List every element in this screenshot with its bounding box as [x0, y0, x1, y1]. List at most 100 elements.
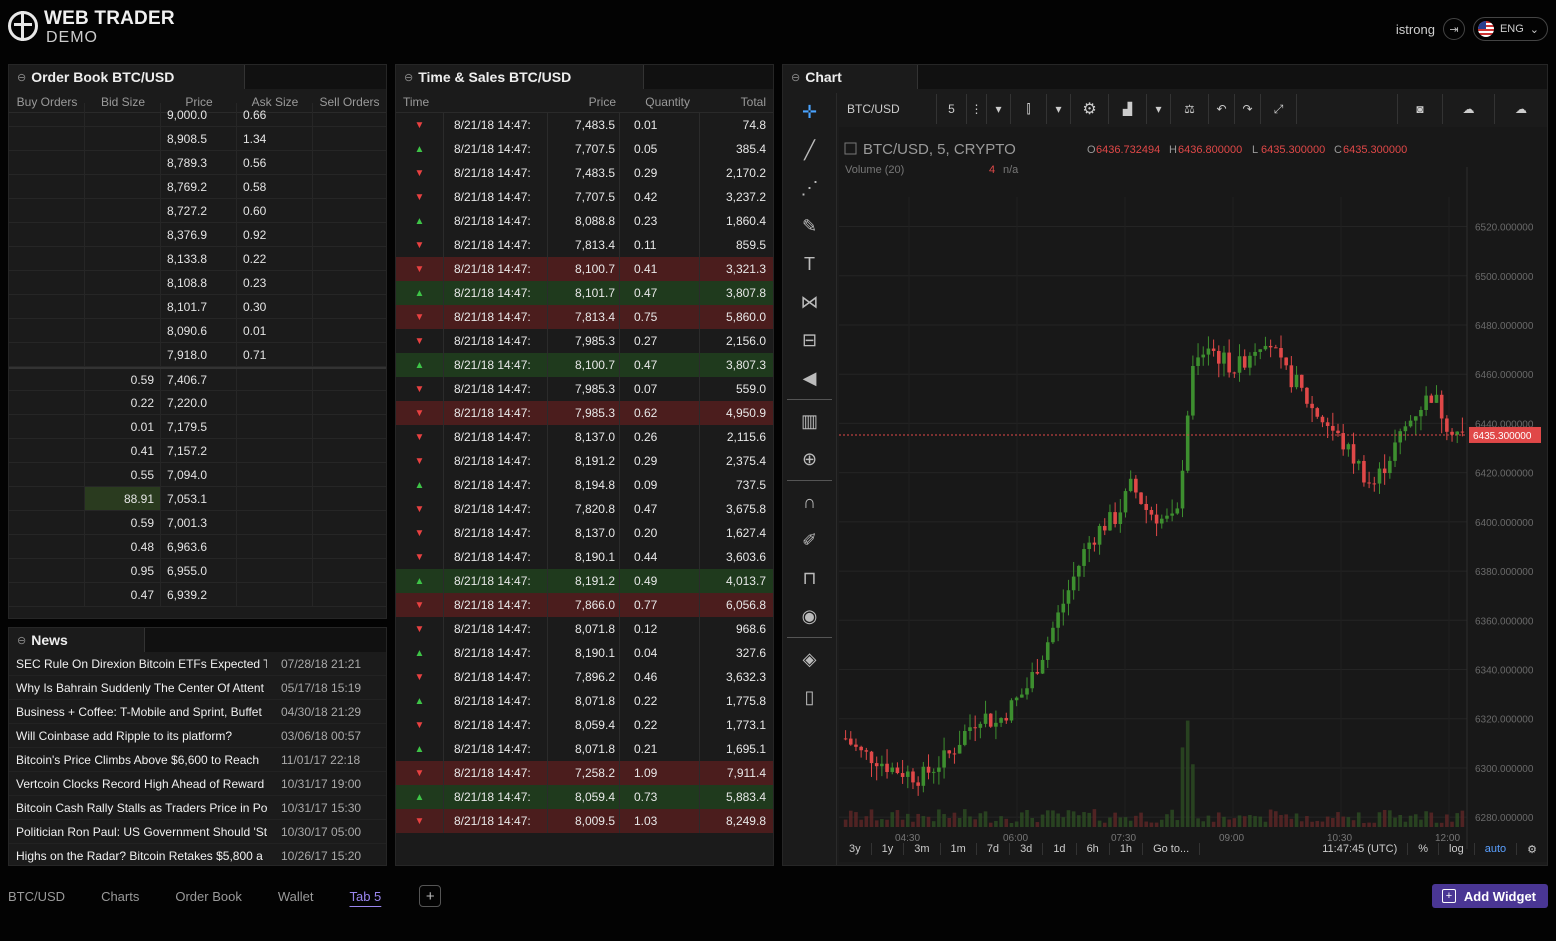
trade-row[interactable]: ▼ 8/21/18 14:47: 7,820.8 0.47 3,675.8 — [396, 497, 773, 521]
tab-wallet[interactable]: Wallet — [277, 888, 314, 904]
col-quantity[interactable]: Quantity — [645, 94, 690, 109]
col-time[interactable]: Time — [403, 94, 430, 109]
trade-row[interactable]: ▼ 8/21/18 14:47: 7,707.5 0.42 3,237.2 — [396, 185, 773, 209]
trade-row[interactable]: ▼ 8/21/18 14:47: 7,985.3 0.07 559.0 — [396, 377, 773, 401]
order-book-ask-row[interactable]: 8,908.5 1.34 — [9, 127, 386, 151]
trade-row[interactable]: ▼ 8/21/18 14:47: 7,813.4 0.11 859.5 — [396, 233, 773, 257]
trade-row[interactable]: ▼ 8/21/18 14:47: 8,071.8 0.12 968.6 — [396, 617, 773, 641]
news-headline[interactable]: Vertcoin Clocks Record High Ahead of Rew… — [16, 776, 265, 791]
range-3d[interactable]: 3d — [1010, 843, 1044, 855]
order-book-ask-row[interactable]: 8,376.9 0.92 — [9, 223, 386, 247]
undo-icon[interactable]: ↶ — [1209, 94, 1235, 124]
news-headline[interactable]: Politician Ron Paul: US Government Shoul… — [16, 824, 267, 839]
tab-order-book[interactable]: Order Book — [175, 888, 242, 904]
trade-row[interactable]: ▲ 8/21/18 14:47: 7,707.5 0.05 385.4 — [396, 137, 773, 161]
order-book-bid-row[interactable]: 0.48 6,963.6 — [9, 535, 386, 559]
order-book-bid-row[interactable]: 0.41 7,157.2 — [9, 439, 386, 463]
eye-icon[interactable]: ◉ — [801, 605, 818, 626]
order-book-ask-row[interactable]: 8,727.2 0.60 — [9, 199, 386, 223]
tab-btc-usd[interactable]: BTC/USD — [8, 888, 66, 904]
news-item[interactable]: Bitcoin's Price Climbs Above $6,600 to R… — [9, 748, 386, 772]
lock-drawing-icon[interactable]: ✐ — [801, 529, 818, 550]
col-total[interactable]: Total — [740, 94, 766, 109]
logout-icon[interactable]: ⇥ — [1442, 18, 1465, 40]
trade-row[interactable]: ▼ 8/21/18 14:47: 8,137.0 0.20 1,627.4 — [396, 521, 773, 545]
layers-icon[interactable]: ◈ — [802, 648, 817, 669]
order-book-bid-row[interactable]: 0.47 6,939.2 — [9, 583, 386, 607]
trade-row[interactable]: ▲ 8/21/18 14:47: 8,071.8 0.21 1,695.1 — [396, 737, 773, 761]
more-vert-icon[interactable]: ⋮ — [967, 94, 987, 124]
order-book-bid-row[interactable]: 0.22 7,220.0 — [9, 391, 386, 415]
order-book-tab[interactable]: ⊖ Order Book BTC/USD — [9, 65, 245, 89]
news-item[interactable]: SEC Rule On Direxion Bitcoin ETFs Expect… — [9, 652, 386, 676]
range-7d[interactable]: 7d — [977, 843, 1011, 855]
zoom-in-icon[interactable]: ⊕ — [801, 448, 818, 469]
dropdown-icon[interactable]: ▾ — [1147, 94, 1171, 124]
cloud-download-icon[interactable]: ☁ — [1443, 94, 1495, 124]
settings-gear-icon[interactable]: ⚙ — [1071, 94, 1109, 124]
goto-date-button[interactable]: Go to... — [1143, 843, 1201, 855]
order-book-ask-row[interactable]: 7,918.0 0.71 — [9, 343, 386, 367]
ruler-icon[interactable]: ▥ — [800, 410, 818, 431]
trade-row[interactable]: ▲ 8/21/18 14:47: 8,100.7 0.47 3,807.3 — [396, 353, 773, 377]
order-book-ask-row[interactable]: 9,000.0 0.66 — [9, 103, 386, 127]
redo-icon[interactable]: ↷ — [1235, 94, 1261, 124]
news-headline[interactable]: Will Coinbase add Ripple to its platform… — [16, 728, 233, 743]
auto-scale-toggle[interactable]: auto — [1475, 843, 1518, 855]
trade-row[interactable]: ▼ 8/21/18 14:47: 7,813.4 0.75 5,860.0 — [396, 305, 773, 329]
news-item[interactable]: Business + Coffee: T-Mobile and Sprint, … — [9, 700, 386, 724]
news-item[interactable]: Bitcoin Cash Rally Stalls as Traders Pri… — [9, 796, 386, 820]
dropdown-icon[interactable]: ▾ — [1047, 94, 1071, 124]
trade-row[interactable]: ▼ 8/21/18 14:47: 7,483.5 0.29 2,170.2 — [396, 161, 773, 185]
time-sales-tab[interactable]: ⊖ Time & Sales BTC/USD — [396, 65, 644, 89]
tab-tab-5[interactable]: Tab 5 — [349, 888, 382, 904]
range-3y[interactable]: 3y — [839, 843, 872, 855]
brand-logo[interactable]: WEB TRADER DEMO — [8, 9, 175, 46]
news-item[interactable]: Politician Ron Paul: US Government Shoul… — [9, 820, 386, 844]
trade-row[interactable]: ▼ 8/21/18 14:47: 8,009.5 1.03 8,249.8 — [396, 809, 773, 833]
col-price[interactable]: Price — [185, 94, 213, 109]
symbol-search[interactable]: BTC/USD — [837, 94, 937, 124]
trade-row[interactable]: ▲ 8/21/18 14:47: 8,194.8 0.09 737.5 — [396, 473, 773, 497]
dropdown-icon[interactable]: ▾ — [987, 94, 1011, 124]
trade-row[interactable]: ▼ 8/21/18 14:47: 8,059.4 0.22 1,773.1 — [396, 713, 773, 737]
order-book-bid-row[interactable]: 0.59 7,406.7 — [9, 367, 386, 391]
camera-icon[interactable]: ◙ — [1397, 94, 1443, 124]
order-book-ask-row[interactable]: 8,769.2 0.58 — [9, 175, 386, 199]
crosshair-icon[interactable]: ✛ — [801, 101, 818, 122]
trade-row[interactable]: ▼ 8/21/18 14:47: 7,866.0 0.77 6,056.8 — [396, 593, 773, 617]
trade-row[interactable]: ▼ 8/21/18 14:47: 7,483.5 0.01 74.8 — [396, 113, 773, 137]
pattern-tool-icon[interactable]: ⋈ — [800, 291, 819, 312]
trade-row[interactable]: ▼ 8/21/18 14:47: 8,100.7 0.41 3,321.3 — [396, 257, 773, 281]
order-book-bid-row[interactable]: 0.95 6,955.0 — [9, 559, 386, 583]
trade-row[interactable]: ▼ 8/21/18 14:47: 7,896.2 0.46 3,632.3 — [396, 665, 773, 689]
trade-row[interactable]: ▼ 8/21/18 14:47: 7,985.3 0.62 4,950.9 — [396, 401, 773, 425]
trade-row[interactable]: ▼ 8/21/18 14:47: 7,258.2 1.09 7,911.4 — [396, 761, 773, 785]
order-book-ask-row[interactable]: 8,101.7 0.30 — [9, 295, 386, 319]
trade-row[interactable]: ▼ 8/21/18 14:47: 8,190.1 0.44 3,603.6 — [396, 545, 773, 569]
chart-settings-icon[interactable]: ⚙ — [1527, 843, 1537, 856]
order-book-ask-row[interactable]: 8,789.3 0.56 — [9, 151, 386, 175]
trade-row[interactable]: ▲ 8/21/18 14:47: 8,190.1 0.04 327.6 — [396, 641, 773, 665]
order-book-bid-row[interactable]: 0.01 7,179.5 — [9, 415, 386, 439]
col-buy-orders[interactable]: Buy Orders — [16, 94, 78, 109]
chart-tab[interactable]: ⊖ Chart — [783, 65, 918, 89]
col-price[interactable]: Price — [588, 94, 616, 109]
trade-row[interactable]: ▲ 8/21/18 14:47: 8,191.2 0.49 4,013.7 — [396, 569, 773, 593]
unlock-icon[interactable]: ⊓ — [802, 567, 817, 588]
trade-row[interactable]: ▲ 8/21/18 14:47: 8,059.4 0.73 5,883.4 — [396, 785, 773, 809]
magnet-icon[interactable]: ∩ — [803, 491, 816, 512]
news-headline[interactable]: Highs on the Radar? Bitcoin Retakes $5,8… — [16, 848, 263, 863]
order-book-bid-row[interactable]: 0.59 7,001.3 — [9, 511, 386, 535]
order-book-bid-row[interactable]: 0.55 7,094.0 — [9, 463, 386, 487]
news-item[interactable]: Will Coinbase add Ripple to its platform… — [9, 724, 386, 748]
col-ask-size[interactable]: Ask Size — [251, 94, 299, 109]
fullscreen-icon[interactable]: ⤢ — [1261, 94, 1297, 124]
add-widget-button[interactable]: + Add Widget — [1431, 884, 1548, 908]
range-1y[interactable]: 1y — [872, 843, 905, 855]
back-arrow-icon[interactable]: ◀ — [802, 367, 817, 388]
interval-selector[interactable]: 5 — [937, 94, 967, 124]
price-chart[interactable]: 6520.000000 6500.000000 6480.000000 6460.00… — [839, 127, 1548, 862]
news-headline[interactable]: Bitcoin Cash Rally Stalls as Traders Pri… — [16, 800, 267, 815]
news-item[interactable]: Why Is Bahrain Suddenly The Center Of At… — [9, 676, 386, 700]
